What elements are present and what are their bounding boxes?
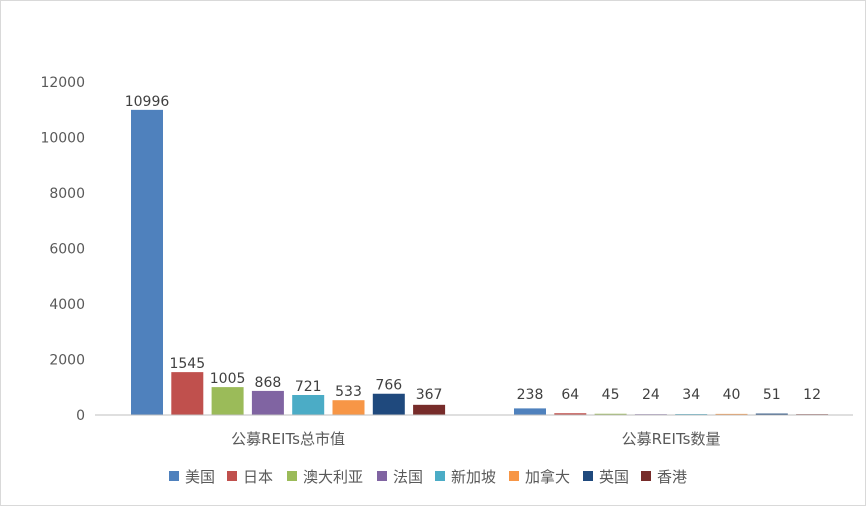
legend-swatch [641,471,651,481]
y-tick-label: 6000 [49,242,85,258]
y-tick-label: 10000 [40,131,85,147]
y-tick-label: 2000 [49,353,85,369]
bar [211,387,244,415]
bar [171,372,204,415]
legend-label: 美国 [185,468,215,486]
legend-swatch [509,471,519,481]
legend-swatch [377,471,387,481]
legend: 美国 日本 澳大利亚 法国 新加坡 加拿大 英国 香港 [169,468,687,486]
data-label: 64 [561,387,579,403]
legend-label: 澳大利亚 [303,468,363,486]
x-axis: 公募REITs总市值 公募REITs数量 [231,430,720,448]
data-label: 24 [642,387,660,403]
data-label: 533 [335,384,362,400]
legend-swatch [169,471,179,481]
legend-item: 日本 [227,468,273,486]
bar [413,404,446,415]
data-label: 238 [517,387,544,403]
data-label: 1545 [169,356,205,372]
legend-label: 法国 [393,468,423,486]
data-label: 721 [295,379,322,395]
bar [372,393,405,415]
x-category-label: 公募REITs数量 [622,430,721,448]
data-label: 868 [255,375,282,391]
legend-item: 加拿大 [509,468,570,486]
bar [332,400,365,415]
legend-item: 新加坡 [435,468,496,486]
legend-item: 美国 [169,468,215,486]
bar [554,413,587,415]
legend-label: 新加坡 [451,468,496,486]
legend-item: 香港 [641,468,687,486]
data-label: 40 [723,387,741,403]
data-label: 766 [375,378,402,394]
y-tick-label: 8000 [49,186,85,202]
data-label: 34 [682,387,700,403]
legend-label: 加拿大 [525,468,570,486]
legend-item: 英国 [583,468,629,486]
y-tick-label: 0 [76,408,85,424]
legend-label: 英国 [599,468,629,486]
bar [594,413,627,415]
y-tick-label: 12000 [40,75,85,91]
data-label: 12 [803,387,821,403]
bar [251,390,284,415]
legend-label: 香港 [657,468,687,486]
y-axis: 0 2000 4000 6000 8000 10000 12000 [40,75,85,424]
data-label: 51 [763,387,781,403]
legend-swatch [583,471,593,481]
bar [514,408,546,415]
data-label: 10996 [125,94,170,110]
legend-item: 法国 [377,468,423,486]
legend-swatch [227,471,237,481]
legend-label: 日本 [243,468,273,486]
y-tick-label: 4000 [49,297,85,313]
bar [755,413,788,415]
data-label: 367 [416,387,443,403]
legend-swatch [435,471,445,481]
bars [131,109,829,416]
bar [131,109,163,416]
x-category-label: 公募REITs总市值 [231,430,345,448]
bar [292,394,325,415]
bar [715,413,748,415]
legend-swatch [287,471,297,481]
data-label: 45 [602,387,620,403]
data-labels: 10996 1545 1005 868 721 533 766 367 238 64 45 24 34 4… [125,94,821,403]
legend-item: 澳大利亚 [287,468,363,486]
data-label: 1005 [210,371,246,387]
